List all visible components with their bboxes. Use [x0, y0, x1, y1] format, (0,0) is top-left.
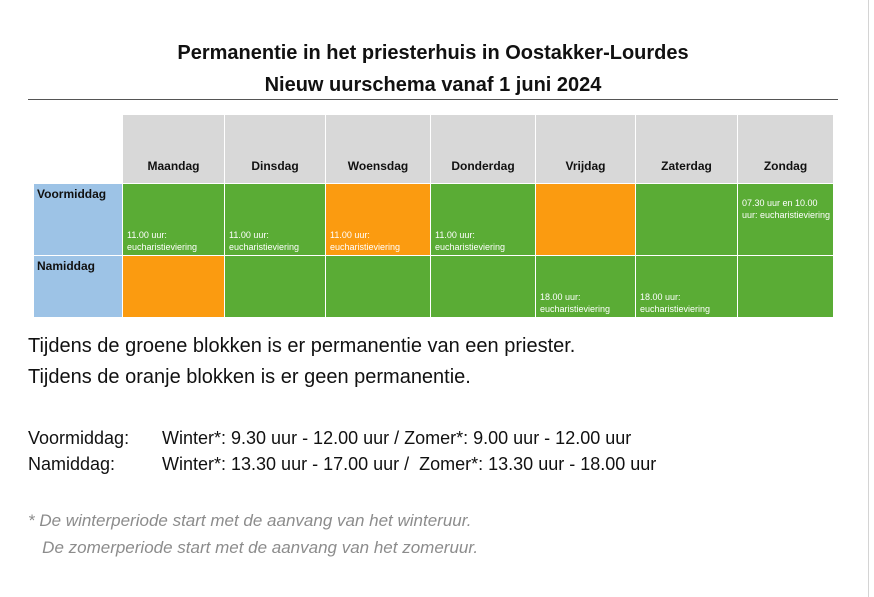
- schedule-cell: [535, 183, 636, 256]
- schedule-cell: 11.00 uur: eucharistieviering: [430, 183, 536, 256]
- table-corner: [33, 114, 123, 184]
- cell-text: [326, 315, 430, 317]
- schedule-cell: 18.00 uur: eucharistieviering: [635, 255, 738, 318]
- cell-text: 11.00 uur: eucharistieviering: [127, 230, 198, 252]
- cell-text: 18.00 uur: eucharistieviering: [540, 292, 611, 314]
- schedule-cell: 07.30 uur en 10.00 uur: eucharistievieri…: [737, 183, 834, 256]
- day-header: Woensdag: [325, 114, 431, 184]
- hours-afternoon-value: Winter*: 13.30 uur - 17.00 uur / Zomer*:…: [162, 454, 657, 474]
- schedule-cell: [737, 255, 834, 318]
- cell-text: 11.00 uur: eucharistieviering: [229, 230, 300, 252]
- page-title: Permanentie in het priesterhuis in Oosta…: [177, 42, 689, 64]
- schedule-table: Maandag Dinsdag Woensdag Donderdag Vrijd…: [33, 114, 834, 318]
- row-header: Voormiddag: [33, 183, 123, 256]
- day-header: Vrijdag: [535, 114, 636, 184]
- footnote-winter: * De winterperiode start met de aanvang …: [28, 511, 472, 530]
- schedule-cell: [635, 183, 738, 256]
- page-subtitle: Nieuw uurschema vanaf 1 juni 2024: [264, 74, 602, 96]
- hours-morning-value: Winter*: 9.30 uur - 12.00 uur / Zomer*: …: [162, 428, 632, 448]
- day-header: Zaterdag: [635, 114, 738, 184]
- footnote-summer: De zomerperiode start met de aanvang van…: [28, 538, 479, 557]
- cell-text: 18.00 uur: eucharistieviering: [640, 292, 711, 314]
- row-header: Namiddag: [33, 255, 123, 318]
- schedule-cell: [122, 255, 225, 318]
- cell-text: 11.00 uur: eucharistieviering: [435, 230, 506, 252]
- hours-morning-label: Voormiddag:: [28, 428, 130, 448]
- schedule-cell: [430, 255, 536, 318]
- cell-text: [738, 315, 833, 317]
- cell-text: [431, 315, 535, 317]
- schedule-cell: 11.00 uur: eucharistieviering: [325, 183, 431, 256]
- schedule-row-voormiddag: Voormiddag 11.00 uur: eucharistieviering…: [33, 183, 834, 256]
- schedule-cell: [325, 255, 431, 318]
- hours-morning: Voormiddag: Winter*: 9.30 uur - 12.00 uur…: [28, 426, 631, 450]
- title-divider: [28, 99, 838, 100]
- hours-afternoon: Namiddag: Winter*: 13.30 uur - 17.00 uur …: [28, 452, 656, 476]
- day-header: Dinsdag: [224, 114, 326, 184]
- schedule-header-row: Maandag Dinsdag Woensdag Donderdag Vrijd…: [33, 114, 834, 184]
- legend-orange-text: Tijdens de oranje blokken is er geen per…: [28, 366, 471, 388]
- day-header: Zondag: [737, 114, 834, 184]
- day-header: Maandag: [122, 114, 225, 184]
- cell-text: [123, 315, 224, 317]
- day-header: Donderdag: [430, 114, 536, 184]
- cell-text: 07.30 uur en 10.00 uur: eucharistievieri…: [742, 198, 831, 220]
- schedule-cell: 11.00 uur: eucharistieviering: [224, 183, 326, 256]
- schedule-cell: [224, 255, 326, 318]
- legend-green-text: Tijdens de groene blokken is er permanen…: [28, 335, 576, 357]
- schedule-cell: 18.00 uur: eucharistieviering: [535, 255, 636, 318]
- cell-text: 11.00 uur: eucharistieviering: [330, 230, 401, 252]
- cell-text: [225, 315, 325, 317]
- page-edge: [868, 0, 869, 597]
- hours-afternoon-label: Namiddag:: [28, 454, 116, 474]
- schedule-cell: 11.00 uur: eucharistieviering: [122, 183, 225, 256]
- schedule-row-namiddag: Namiddag 18.00 uur: eucharistieviering 1…: [33, 255, 834, 318]
